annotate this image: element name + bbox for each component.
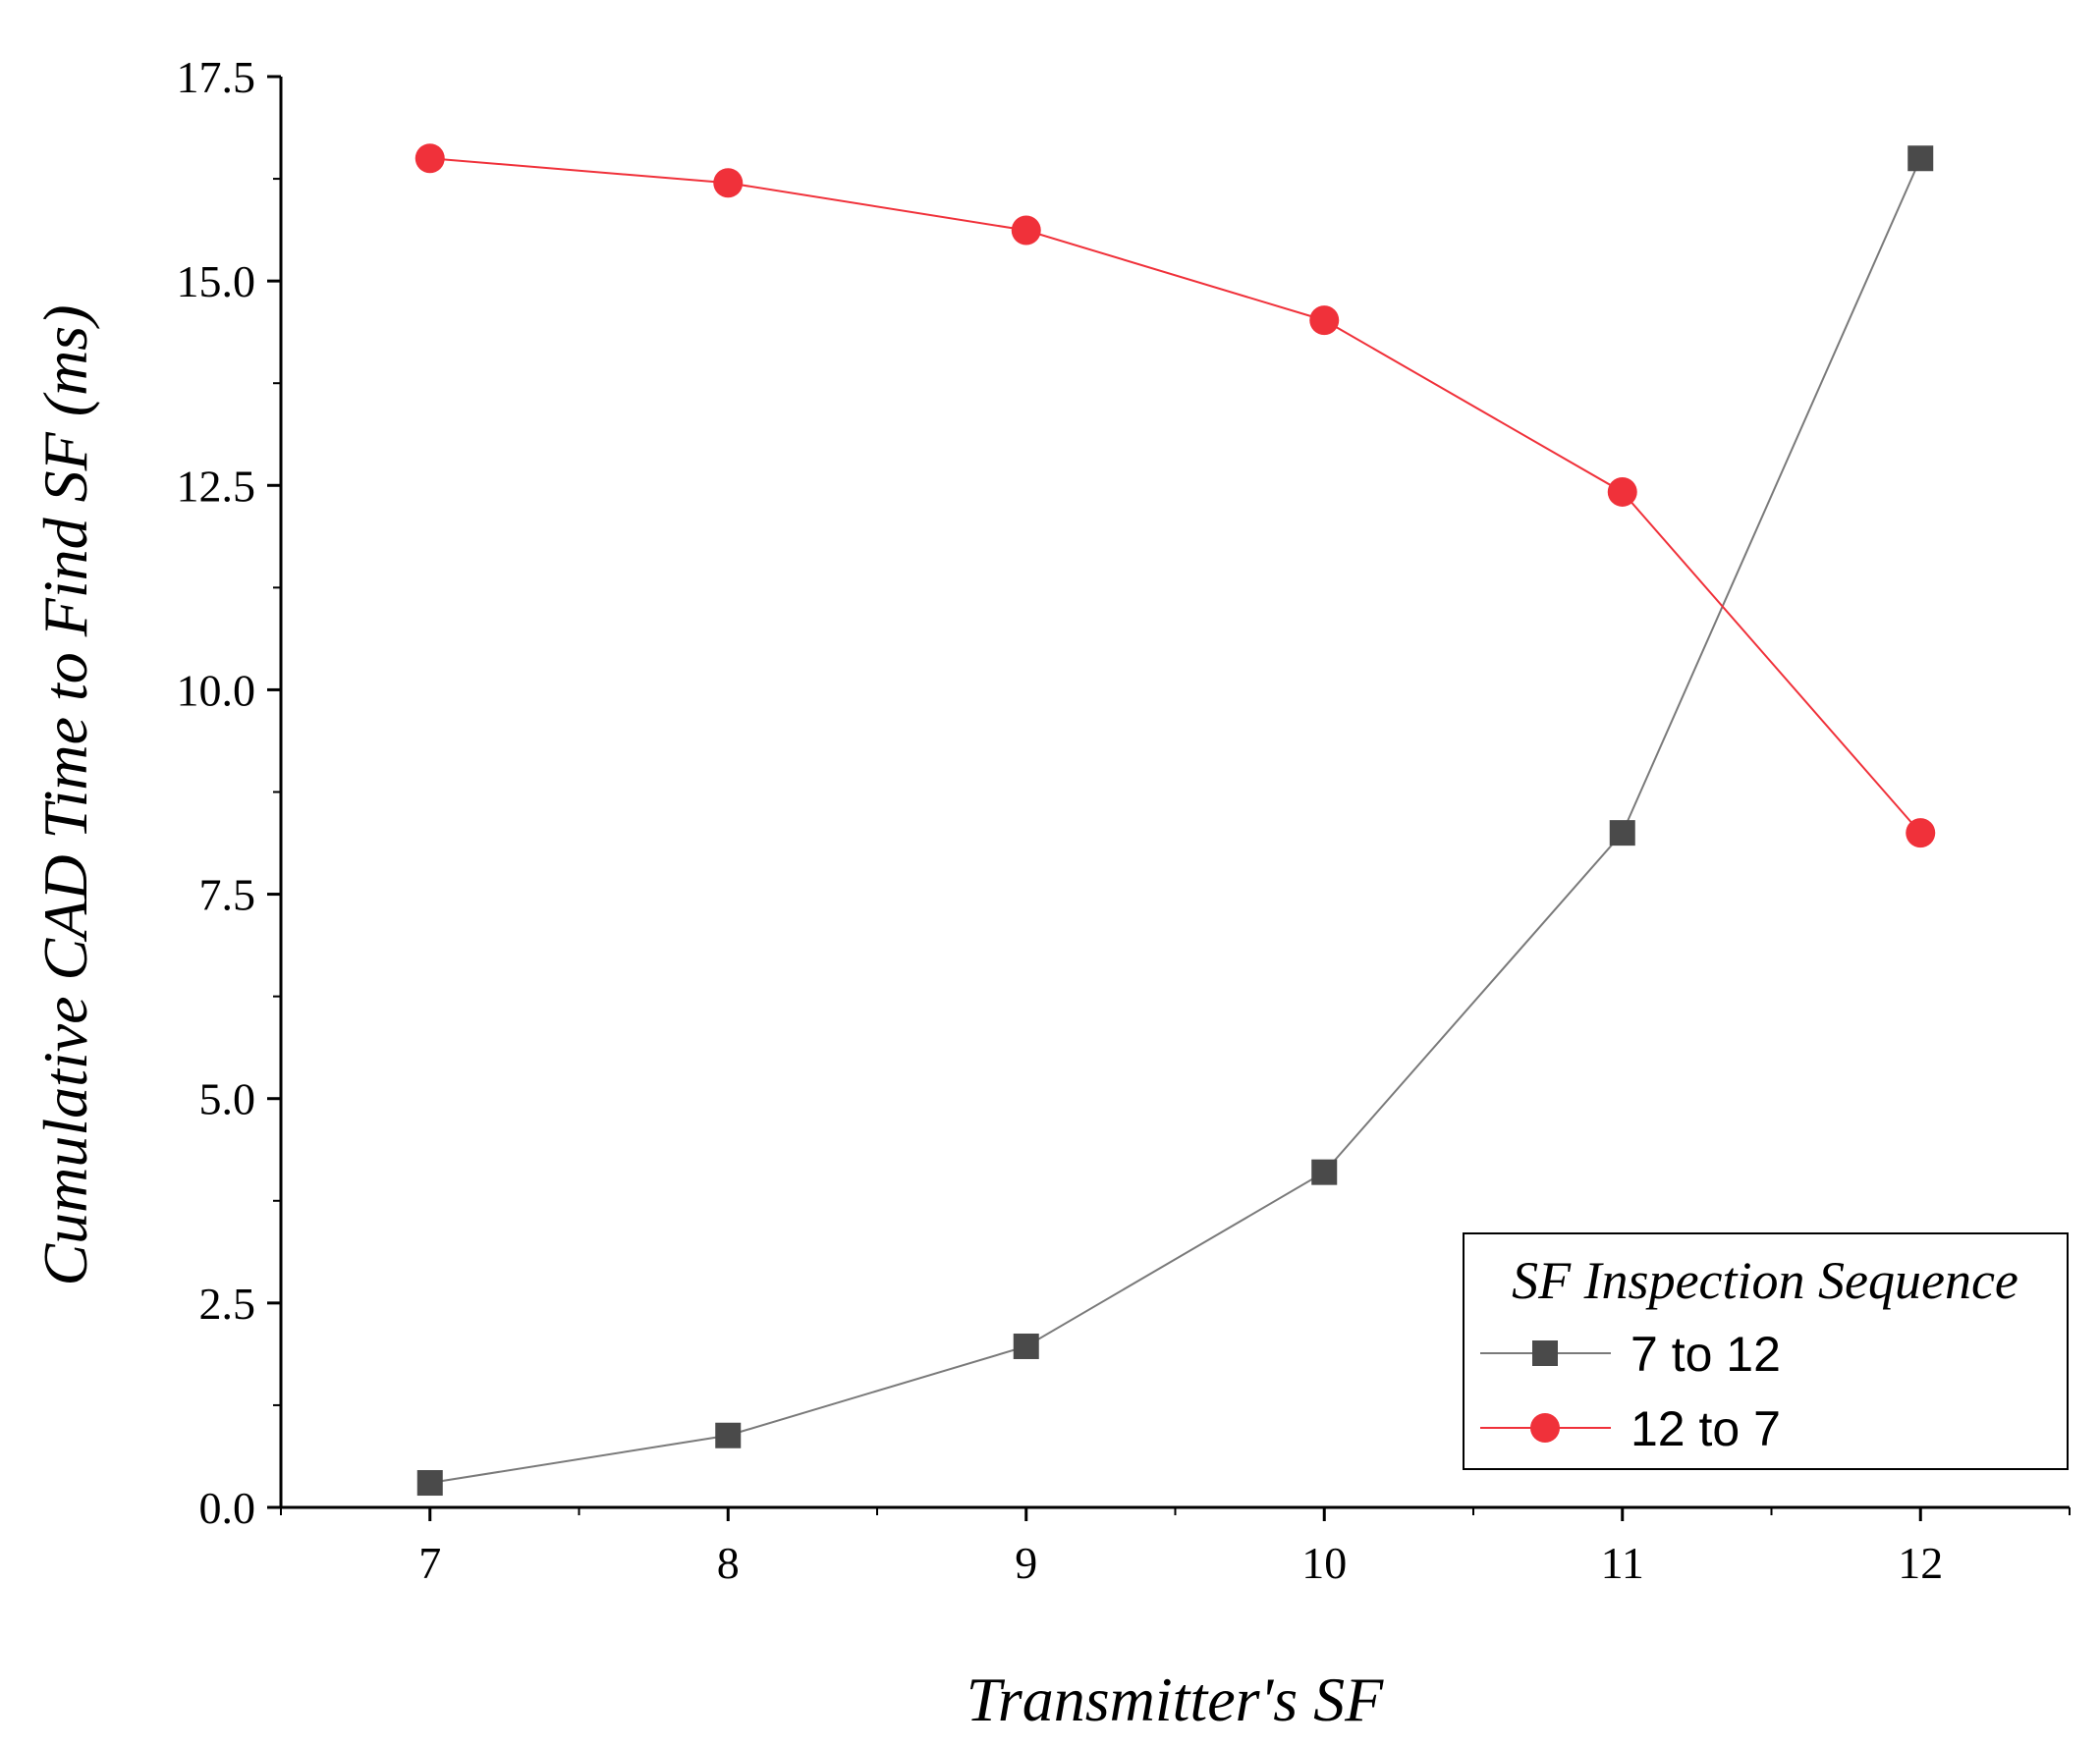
series-line-1 — [429, 157, 1922, 1485]
data-point-circle — [1011, 215, 1041, 246]
y-tick-label: 10.0 — [177, 665, 256, 715]
data-point-circle — [1906, 818, 1936, 848]
x-tick-label: 10 — [1301, 1538, 1347, 1588]
y-tick-label: 7.5 — [199, 870, 256, 920]
data-point-square — [1013, 1333, 1039, 1359]
y-tick-label: 17.5 — [177, 52, 256, 102]
data-point-square — [1609, 820, 1635, 847]
y-axis-title: Cumulative CAD Time to Find SF (ms) — [30, 304, 100, 1285]
y-tick-label: 15.0 — [177, 256, 256, 306]
y-tick-label: 5.0 — [199, 1074, 256, 1124]
data-point-square — [715, 1422, 742, 1448]
y-tick-label: 2.5 — [199, 1279, 256, 1329]
legend-label: 7 to 12 — [1630, 1327, 1781, 1382]
x-tick-label: 12 — [1898, 1538, 1943, 1588]
data-point-square — [416, 1470, 443, 1497]
data-point-circle — [414, 143, 445, 174]
x-tick-label: 7 — [418, 1538, 441, 1588]
x-axis-title: Transmitter's SF — [967, 1665, 1384, 1734]
legend-marker-square — [1532, 1340, 1558, 1366]
x-tick-label: 8 — [717, 1538, 740, 1588]
legend-label: 12 to 7 — [1630, 1401, 1781, 1456]
legend-box — [1463, 1232, 2069, 1470]
series-lines — [429, 157, 1922, 1485]
series-line-2 — [429, 157, 1922, 834]
legend-title: SF Inspection Sequence — [1512, 1251, 2018, 1310]
data-point-square — [1311, 1159, 1338, 1185]
series-markers — [414, 143, 1936, 1497]
legend-entries: 7 to 12 12 to 7 — [1480, 1327, 1781, 1456]
x-tick-label: 9 — [1015, 1538, 1037, 1588]
y-tick-label: 0.0 — [199, 1483, 256, 1533]
data-point-circle — [1309, 305, 1340, 336]
legend: SF Inspection Sequence 7 to 12 12 to 7 — [1463, 1232, 2069, 1470]
y-axis-ticks: 0.0 2.5 5.0 7.5 10.0 12.5 15.0 17.5 — [177, 52, 281, 1533]
legend-marker-circle — [1530, 1413, 1560, 1443]
data-point-circle — [1607, 476, 1637, 507]
data-point-square — [1907, 145, 1934, 172]
x-axis-ticks: 7 8 9 10 11 12 — [280, 1507, 2071, 1588]
data-point-circle — [713, 168, 744, 198]
y-tick-label: 12.5 — [177, 461, 256, 511]
x-tick-label: 11 — [1601, 1538, 1644, 1588]
